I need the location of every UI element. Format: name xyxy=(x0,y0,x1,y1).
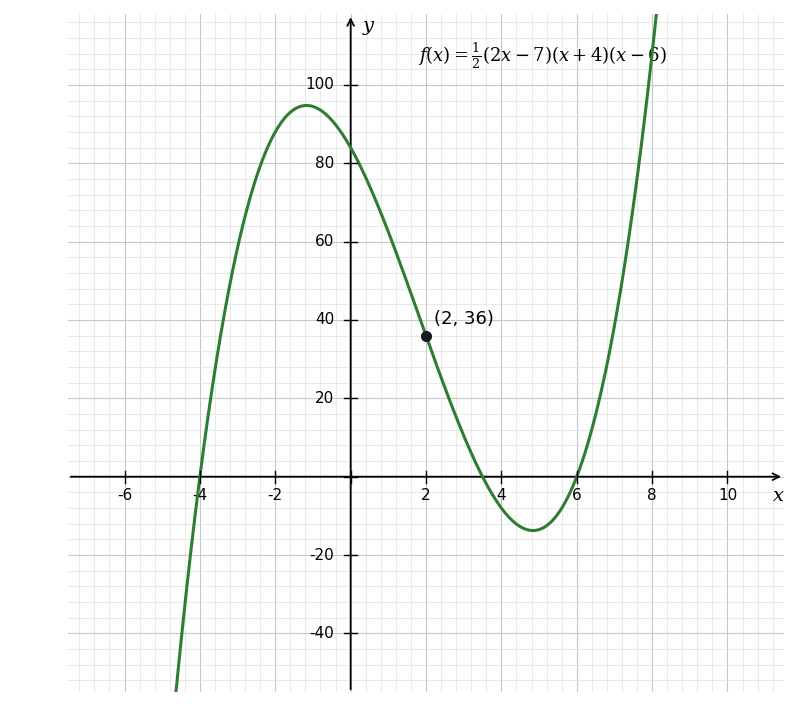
Text: -40: -40 xyxy=(310,626,334,641)
Text: -6: -6 xyxy=(117,488,132,503)
Text: 100: 100 xyxy=(306,77,334,92)
Text: -4: -4 xyxy=(192,488,207,503)
Text: -2: -2 xyxy=(268,488,283,503)
Text: 60: 60 xyxy=(315,234,334,249)
Text: $x$: $x$ xyxy=(772,487,785,505)
Text: 10: 10 xyxy=(718,488,737,503)
Text: 80: 80 xyxy=(315,156,334,171)
Text: 8: 8 xyxy=(647,488,657,503)
Text: (2, 36): (2, 36) xyxy=(434,310,494,328)
Text: 40: 40 xyxy=(315,312,334,327)
Text: 20: 20 xyxy=(315,391,334,406)
Text: $f(x) = \frac{1}{2}(2x-7)(x+4)(x-6)$: $f(x) = \frac{1}{2}(2x-7)(x+4)(x-6)$ xyxy=(418,42,667,71)
Text: 4: 4 xyxy=(497,488,506,503)
Text: -20: -20 xyxy=(310,547,334,562)
Text: 2: 2 xyxy=(421,488,431,503)
Text: 6: 6 xyxy=(572,488,582,503)
Text: $y$: $y$ xyxy=(362,18,376,37)
